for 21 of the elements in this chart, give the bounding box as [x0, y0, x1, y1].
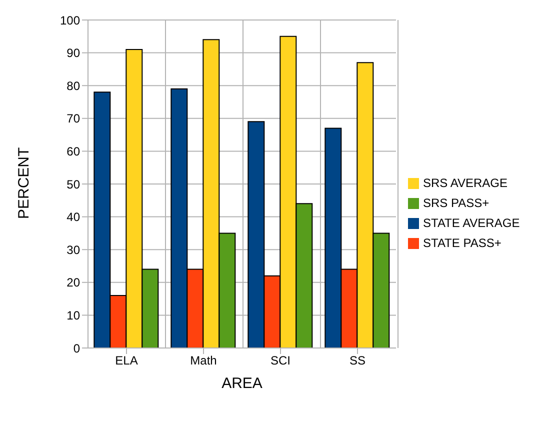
y-axis-title: PERCENT [15, 147, 32, 219]
x-tick-label: ELA [115, 354, 138, 368]
legend-label: SRS PASS+ [423, 196, 490, 210]
y-tick-label: 80 [66, 78, 80, 93]
y-tick-label: 30 [66, 242, 80, 257]
x-tick-label: SCI [270, 354, 291, 368]
y-tick-label: 100 [60, 13, 80, 28]
x-tick-label: Math [190, 354, 217, 368]
y-tick-label: 60 [66, 144, 80, 158]
legend-label: STATE PASS+ [423, 236, 502, 250]
x-axis-title: AREA [222, 375, 262, 392]
legend-label: STATE AVERAGE [423, 216, 520, 230]
y-tick-label: 40 [66, 210, 80, 224]
y-tick-label: 70 [66, 112, 80, 126]
y-tick-label: 50 [66, 177, 80, 192]
y-tick-label: 10 [66, 308, 80, 322]
y-tick-label: 90 [66, 46, 80, 60]
x-tick-label: SS [349, 354, 366, 368]
y-tick-label: 20 [66, 276, 80, 290]
y-tick-label: 0 [73, 341, 80, 356]
legend-label: SRS AVERAGE [423, 176, 508, 190]
